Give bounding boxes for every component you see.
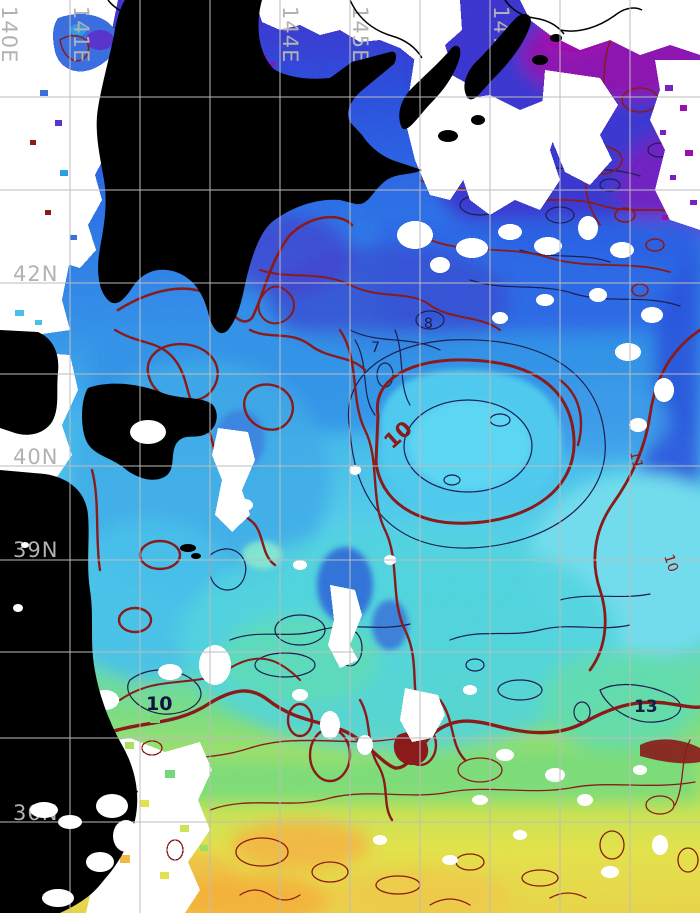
land-iturup <box>464 13 531 100</box>
contour-label: 8 <box>424 316 433 332</box>
latitude-label: 42N <box>13 262 58 286</box>
latitude-label: 39N <box>13 538 58 562</box>
contour-label: 7 <box>371 340 380 356</box>
cloud-overlay-bits <box>13 420 166 907</box>
longitude-label: 141E <box>69 6 93 63</box>
contours-minor <box>127 119 682 723</box>
latitude-label: 40N <box>13 445 58 469</box>
longitude-label: 140E <box>0 6 21 63</box>
longitude-label: 144E <box>278 6 302 63</box>
coastline-outlines <box>107 0 643 59</box>
longitude-label: 145E <box>348 6 372 63</box>
land-hokkaido <box>96 0 422 334</box>
land-tsugaru-west <box>0 330 59 435</box>
contour-value-labels: 10 10 13 7 8 11 10 <box>146 316 681 717</box>
contour-label: 11 <box>626 450 645 471</box>
land-kunashiri <box>399 45 461 130</box>
contour-label: 10 <box>146 693 172 715</box>
cloud-speckles <box>8 14 697 879</box>
contour-label: 10 <box>660 552 681 574</box>
contour-label: 13 <box>634 697 658 717</box>
